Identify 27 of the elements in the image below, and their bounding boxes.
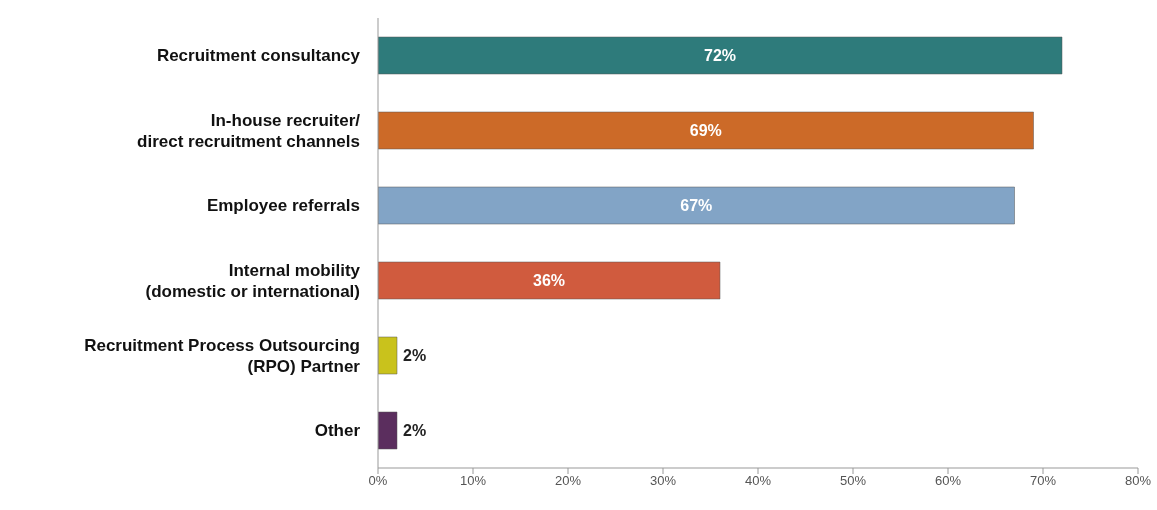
data-label: 69%	[689, 122, 722, 140]
x-tick-label: 40%	[744, 473, 772, 489]
y-tick-label: Other	[314, 421, 361, 441]
data-label: 2%	[403, 347, 427, 365]
x-tick-label: 80%	[1124, 473, 1152, 489]
x-tick-label: 0%	[368, 473, 388, 489]
x-tick-label: 70%	[1029, 473, 1057, 489]
bar	[378, 111, 1034, 150]
data-label: 72%	[703, 47, 737, 65]
x-tick-label: 60%	[934, 473, 962, 489]
bar	[378, 186, 1015, 225]
y-tick-label: Internal mobility (domestic or international)	[145, 260, 361, 301]
data-label: 2%	[403, 422, 427, 440]
x-tick-label: 10%	[459, 473, 487, 489]
bar	[378, 261, 721, 300]
data-label: 36%	[532, 272, 566, 290]
bar	[378, 36, 1063, 75]
x-tick-label: 30%	[649, 473, 677, 489]
y-tick-label: Recruitment Process Outsourcing (RPO) Partner	[84, 335, 361, 376]
data-label: 67%	[680, 197, 713, 215]
bar	[378, 411, 398, 450]
y-tick-label: Employee referrals	[206, 196, 360, 216]
x-tick-label: 50%	[839, 473, 867, 489]
x-tick-label: 20%	[554, 473, 582, 489]
bar	[378, 336, 398, 375]
y-tick-label: Recruitment consultancy	[156, 46, 361, 66]
y-tick-label: In-house recruiter/ direct recruitment channels	[137, 110, 361, 151]
